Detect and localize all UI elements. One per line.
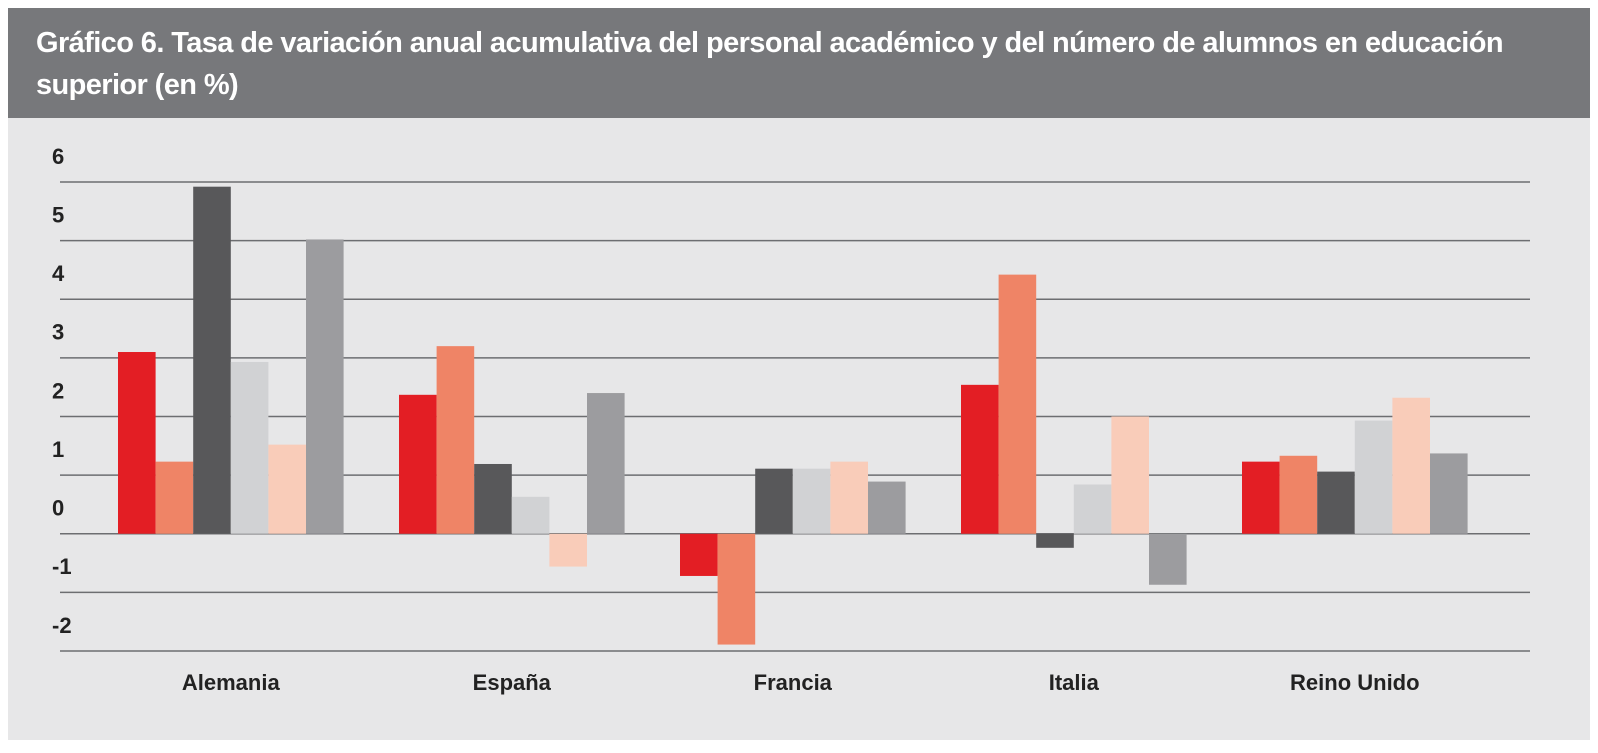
- bar: [1430, 453, 1468, 534]
- y-tick-label: 1: [52, 437, 64, 462]
- y-tick-label: -1: [52, 554, 72, 579]
- y-tick-label: 6: [52, 144, 64, 169]
- y-tick-label: 3: [52, 320, 64, 345]
- bar: [511, 496, 550, 534]
- x-tick-label: Francia: [754, 670, 833, 695]
- bar: [1392, 397, 1430, 534]
- bar: [961, 384, 999, 534]
- bar: [399, 394, 437, 534]
- bar: [118, 352, 156, 534]
- bar: [755, 468, 793, 534]
- bar: [792, 468, 831, 534]
- x-tick-label: España: [473, 670, 552, 695]
- bar: [306, 239, 344, 534]
- bar: [155, 461, 194, 534]
- x-tick-label: Reino Unido: [1290, 670, 1420, 695]
- y-tick-label: 5: [52, 202, 64, 227]
- y-tick-label: -2: [52, 613, 72, 638]
- bar: [474, 463, 512, 534]
- chart-title: Gráfico 6. Tasa de variación anual acumu…: [8, 8, 1590, 118]
- bar: [998, 274, 1037, 534]
- bar: [230, 361, 269, 534]
- x-tick-label: Alemania: [182, 670, 281, 695]
- bar: [1111, 416, 1149, 534]
- bar: [1242, 461, 1280, 534]
- y-tick-label: 0: [52, 496, 64, 521]
- bar: [868, 481, 906, 534]
- x-tick-label: Italia: [1049, 670, 1100, 695]
- bar: [1317, 471, 1355, 534]
- bar: [549, 533, 587, 567]
- bar: [587, 393, 625, 534]
- y-tick-label: 4: [52, 261, 65, 286]
- bar: [1354, 420, 1393, 534]
- bar: [1073, 484, 1112, 534]
- bar: [1149, 533, 1187, 585]
- bar: [1279, 455, 1318, 534]
- y-tick-label: 2: [52, 378, 64, 403]
- bar: [830, 461, 868, 534]
- bar: [268, 444, 306, 534]
- bar: [193, 186, 231, 534]
- bar: [436, 346, 475, 534]
- bar: [680, 533, 718, 576]
- bar: [1036, 533, 1074, 548]
- plot-background: [8, 118, 1590, 740]
- bar: [717, 533, 756, 645]
